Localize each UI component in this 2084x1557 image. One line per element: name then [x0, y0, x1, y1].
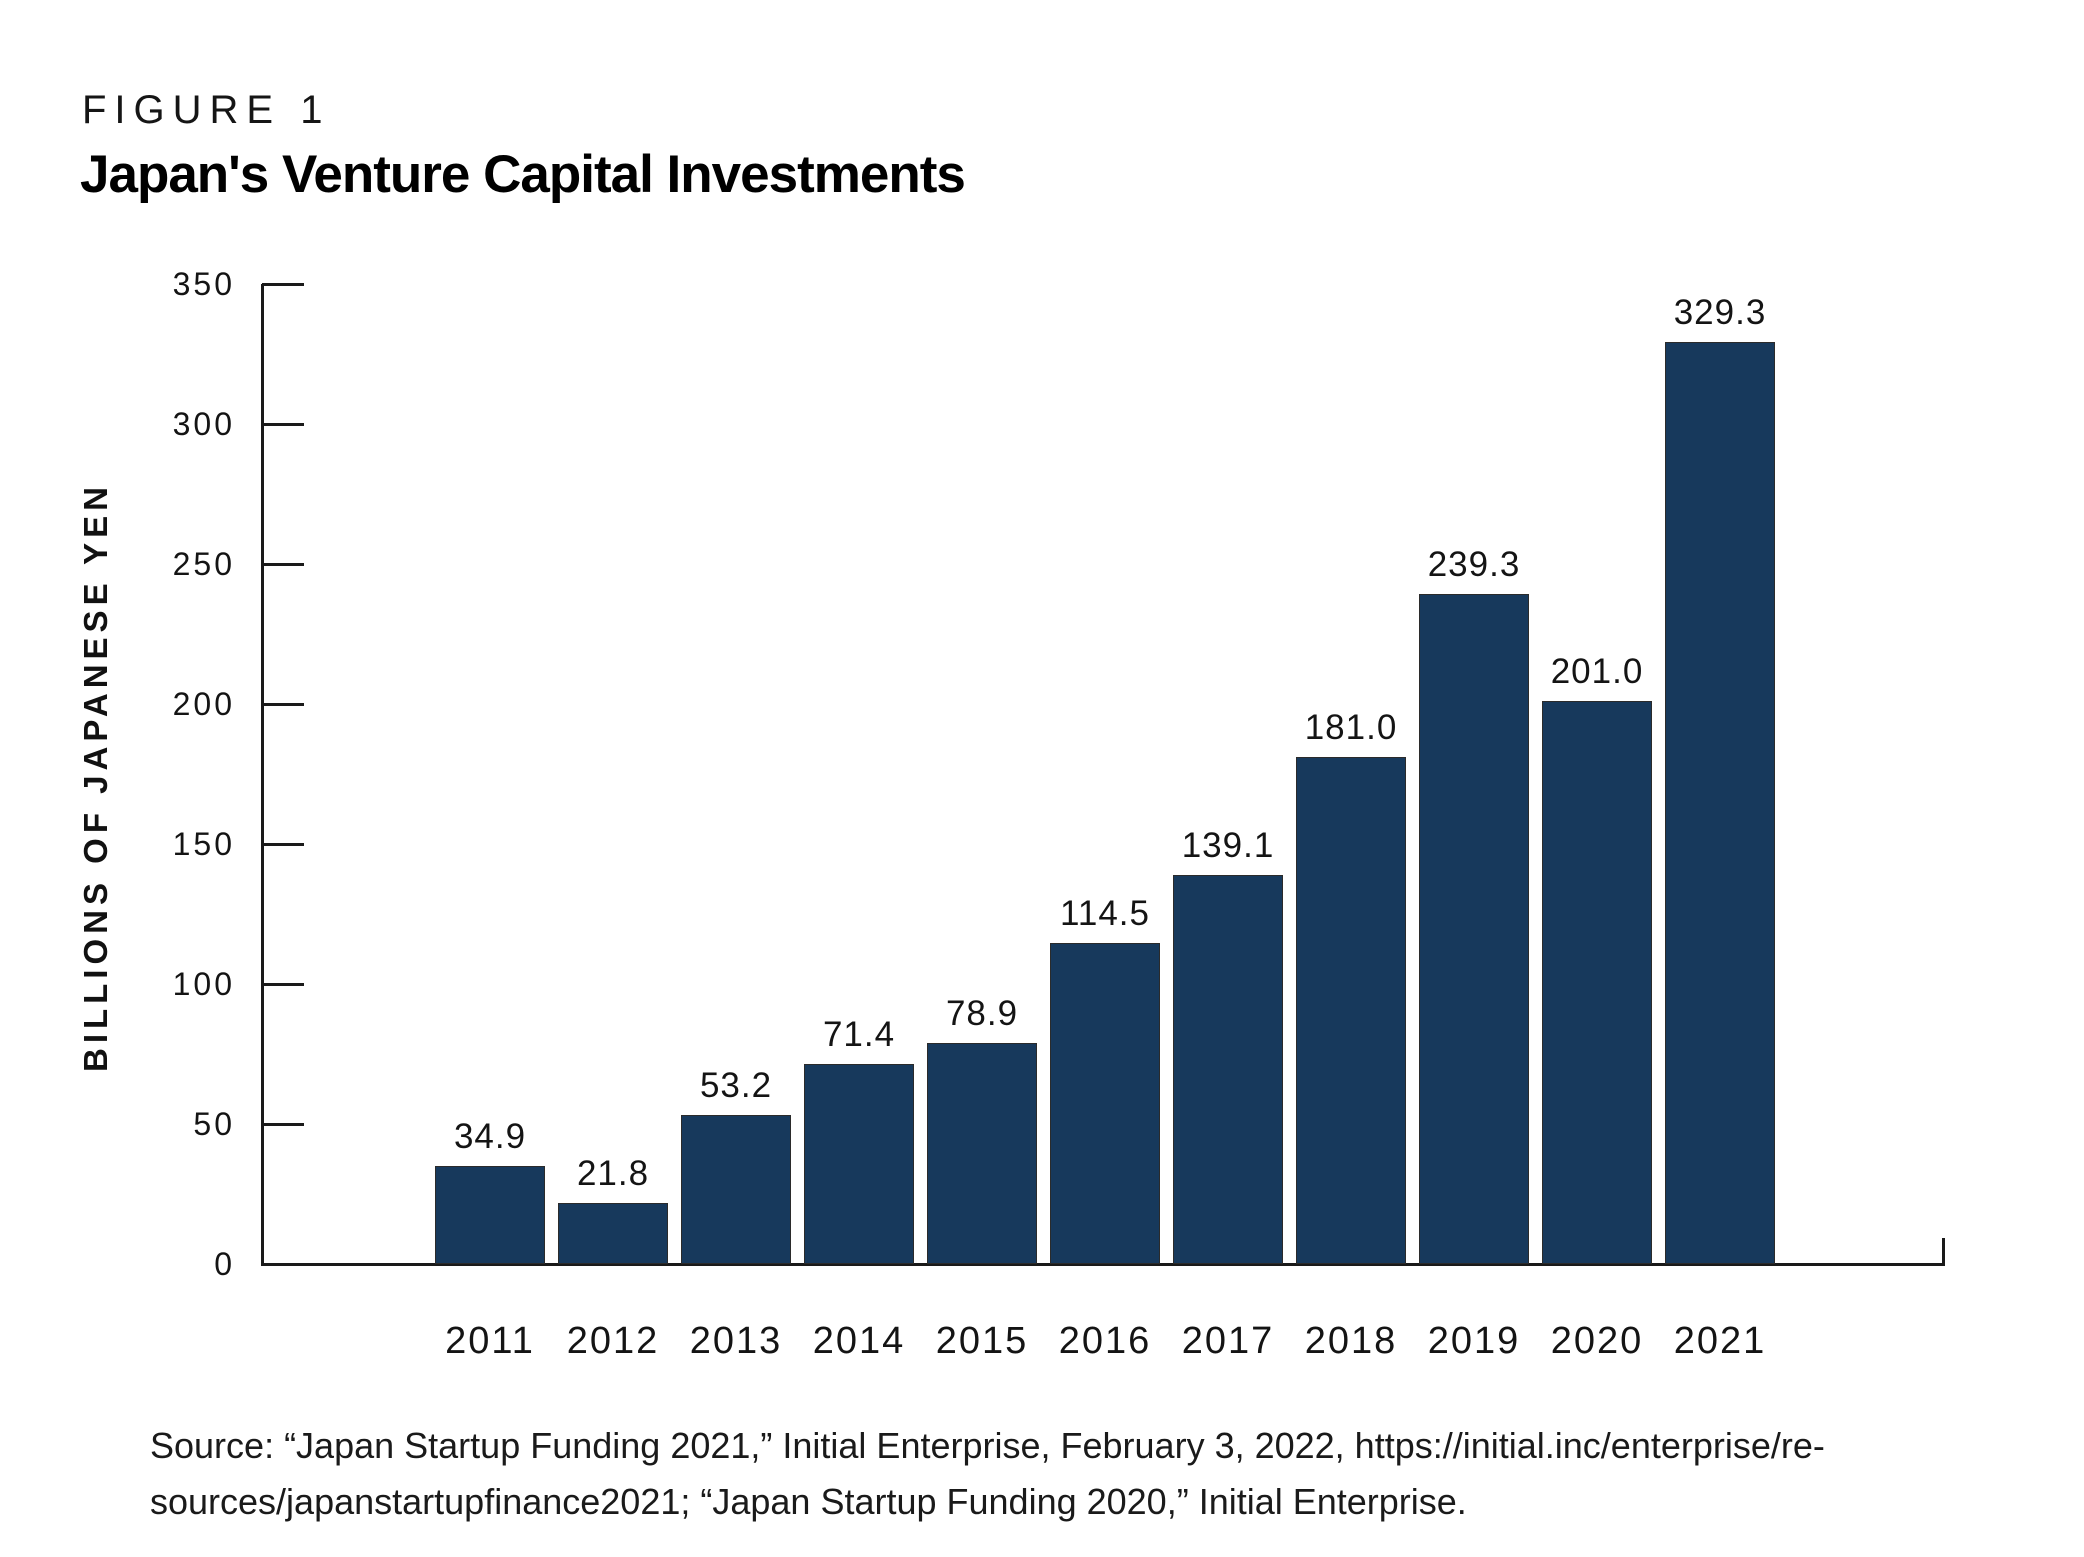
plot-area: 34.9 21.8 53.2 71.4 78.9 114.5 139.1 181.0 239.3…	[262, 282, 1945, 1266]
y-tick-label: 0	[214, 1246, 235, 1282]
bar-2019	[1419, 593, 1529, 1264]
y-axis-line	[261, 284, 264, 1266]
x-tick-label-2017: 2017	[1181, 1320, 1275, 1362]
bar-value-label: 201.0	[1550, 652, 1644, 692]
x-tick-label-2014: 2014	[812, 1320, 906, 1362]
bar-value-label: 78.9	[945, 994, 1019, 1034]
bar-2018	[1296, 757, 1406, 1264]
bar-value-label: 71.4	[822, 1015, 896, 1055]
chart-title: Japan's Venture Capital Investments	[80, 145, 966, 204]
y-tick-mark	[262, 842, 304, 846]
y-tick-label: 100	[172, 966, 235, 1002]
bar-value-label: 21.8	[576, 1153, 650, 1193]
bar-2015	[927, 1043, 1037, 1264]
bar-2017	[1173, 874, 1283, 1264]
bar-2011	[435, 1166, 545, 1264]
source-line-1: Source: “Japan Startup Funding 2021,” In…	[150, 1425, 1825, 1466]
x-tick-label-2015: 2015	[935, 1320, 1029, 1362]
y-tick-mark	[262, 282, 304, 286]
bar-value-label: 114.5	[1060, 894, 1150, 934]
y-tick-label: 300	[172, 406, 235, 442]
y-tick-mark	[262, 1122, 304, 1126]
y-tick-mark	[262, 1262, 304, 1266]
x-tick-label-2020: 2020	[1550, 1320, 1644, 1362]
bar-value-label: 239.3	[1427, 544, 1521, 584]
y-tick-label: 150	[172, 826, 235, 862]
source-line-2: sources/japanstartupfinance2021; “Japan …	[150, 1481, 1467, 1522]
y-tick-label: 50	[193, 1106, 235, 1142]
y-tick-mark	[262, 982, 304, 986]
bar-value-label: 53.2	[699, 1066, 773, 1106]
y-tick-label: 200	[172, 686, 235, 722]
x-axis-line	[261, 1263, 1945, 1266]
x-tick-label-2013: 2013	[689, 1320, 783, 1362]
x-tick-label-2012: 2012	[566, 1320, 660, 1362]
x-tick-label-2019: 2019	[1427, 1320, 1521, 1362]
bar-2013	[681, 1115, 791, 1264]
bar-value-label: 181.0	[1304, 708, 1398, 748]
source-note: Source: “Japan Startup Funding 2021,” In…	[150, 1418, 1825, 1530]
x-tick-label-2018: 2018	[1304, 1320, 1398, 1362]
bar-2012	[558, 1202, 668, 1264]
y-tick-mark	[262, 702, 304, 706]
x-tick-label-2021: 2021	[1673, 1320, 1767, 1362]
y-tick-mark	[262, 422, 304, 426]
bar-2021	[1665, 341, 1775, 1264]
y-tick-label: 250	[172, 546, 235, 582]
y-tick-label: 350	[172, 266, 235, 302]
figure-label: FIGURE 1	[82, 88, 331, 132]
bar-2014	[804, 1064, 914, 1264]
bar-2016	[1050, 943, 1160, 1264]
y-tick-mark	[262, 562, 304, 566]
bar-value-label: 139.1	[1181, 825, 1275, 865]
x-axis-end-tick	[1942, 1238, 1945, 1266]
bar-value-label: 34.9	[453, 1117, 527, 1157]
x-tick-label-2016: 2016	[1058, 1320, 1152, 1362]
x-tick-label-2011: 2011	[445, 1320, 535, 1362]
bar-2020	[1542, 701, 1652, 1264]
bar-value-label: 329.3	[1673, 292, 1767, 332]
